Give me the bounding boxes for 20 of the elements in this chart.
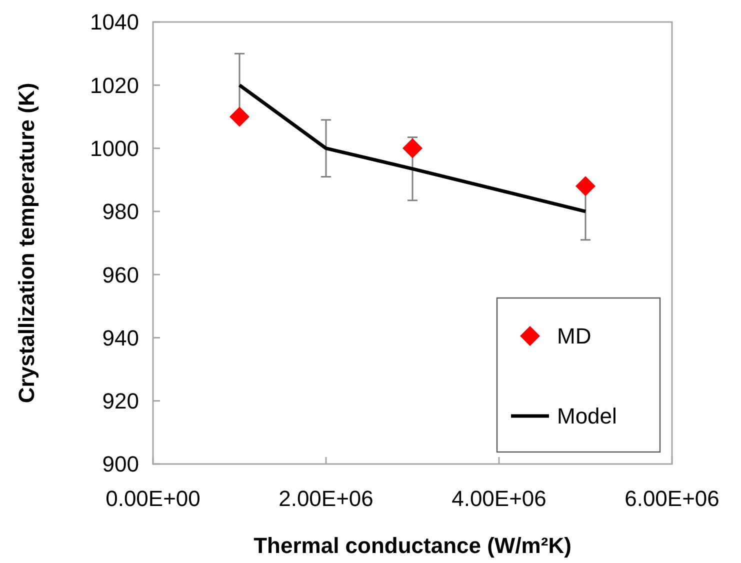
y-tick-label: 1020 bbox=[90, 72, 139, 98]
y-tick-label: 920 bbox=[102, 388, 139, 414]
line-series bbox=[238, 83, 588, 214]
x-tick-label: 6.00E+06 bbox=[624, 486, 720, 511]
legend-label: Model bbox=[557, 404, 617, 429]
y-tick-label: 980 bbox=[102, 199, 139, 224]
y-axis-title: Crystallization temperature (K) bbox=[14, 82, 39, 404]
x-axis-title: Thermal conductance (W/m²K) bbox=[254, 533, 572, 558]
y-tick-label: 900 bbox=[102, 452, 139, 477]
x-tick-label: 0.00E+00 bbox=[106, 486, 200, 511]
point bbox=[230, 106, 250, 127]
point bbox=[576, 176, 596, 196]
x-tick-label: 4.00E+06 bbox=[452, 486, 546, 511]
y-tick-label: 1040 bbox=[90, 10, 139, 35]
y-tick-label: 1000 bbox=[90, 136, 139, 161]
legend-label: MD bbox=[557, 324, 592, 349]
y-tick-label: 960 bbox=[102, 262, 139, 288]
point bbox=[402, 138, 422, 158]
x-tick-label: 2.00E+06 bbox=[278, 486, 374, 511]
y-tick-label: 940 bbox=[102, 325, 139, 350]
